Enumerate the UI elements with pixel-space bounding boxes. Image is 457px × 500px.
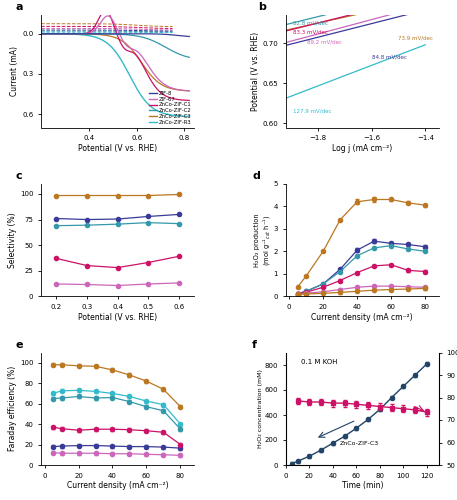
X-axis label: Current density (mA cm⁻²): Current density (mA cm⁻²) — [67, 482, 168, 490]
Text: a: a — [15, 2, 23, 12]
Text: 83.3 mV/dec: 83.3 mV/dec — [292, 30, 328, 35]
X-axis label: Log j (mA cm⁻²): Log j (mA cm⁻²) — [332, 144, 393, 153]
Text: d: d — [252, 171, 260, 181]
X-axis label: Potential (V vs. RHE): Potential (V vs. RHE) — [78, 312, 157, 322]
Text: 84.8 mV/dec: 84.8 mV/dec — [372, 54, 407, 59]
Text: 73.9 mV/dec: 73.9 mV/dec — [399, 36, 434, 41]
Text: 127.9 mV/dec: 127.9 mV/dec — [292, 109, 331, 114]
Legend: ZIF-8, ZIF-67, ZnCo-ZIF-C1, ZnCo-ZIF-C2, ZnCo-ZIF-C3, ZnCo-ZIF-R3: ZIF-8, ZIF-67, ZnCo-ZIF-C1, ZnCo-ZIF-C2,… — [149, 91, 191, 125]
Text: 82.8 mV/dec: 82.8 mV/dec — [292, 21, 328, 26]
Y-axis label: Selectivity (%): Selectivity (%) — [8, 212, 17, 268]
Y-axis label: Current (mA): Current (mA) — [11, 46, 20, 96]
Y-axis label: H₂O₂ concentration (mM): H₂O₂ concentration (mM) — [258, 370, 263, 448]
Text: f: f — [252, 340, 257, 350]
Text: 0.1 M KOH: 0.1 M KOH — [301, 359, 338, 365]
Y-axis label: H₂O₂ production
(mol g⁻¹$_{cat}$ h⁻¹): H₂O₂ production (mol g⁻¹$_{cat}$ h⁻¹) — [254, 213, 272, 267]
Text: b: b — [258, 2, 266, 12]
X-axis label: Time (min): Time (min) — [341, 482, 383, 490]
Text: c: c — [15, 171, 22, 181]
Text: ZnCo-ZIF-C3: ZnCo-ZIF-C3 — [339, 441, 378, 446]
X-axis label: Current density (mA cm⁻²): Current density (mA cm⁻²) — [312, 312, 413, 322]
X-axis label: Potential (V vs. RHE): Potential (V vs. RHE) — [78, 144, 157, 153]
Text: e: e — [15, 340, 23, 350]
Y-axis label: Potential (V vs. RHE): Potential (V vs. RHE) — [250, 32, 260, 111]
Y-axis label: Faraday efficiency (%): Faraday efficiency (%) — [8, 366, 17, 452]
Text: 89.2 mV/dec: 89.2 mV/dec — [307, 40, 342, 44]
